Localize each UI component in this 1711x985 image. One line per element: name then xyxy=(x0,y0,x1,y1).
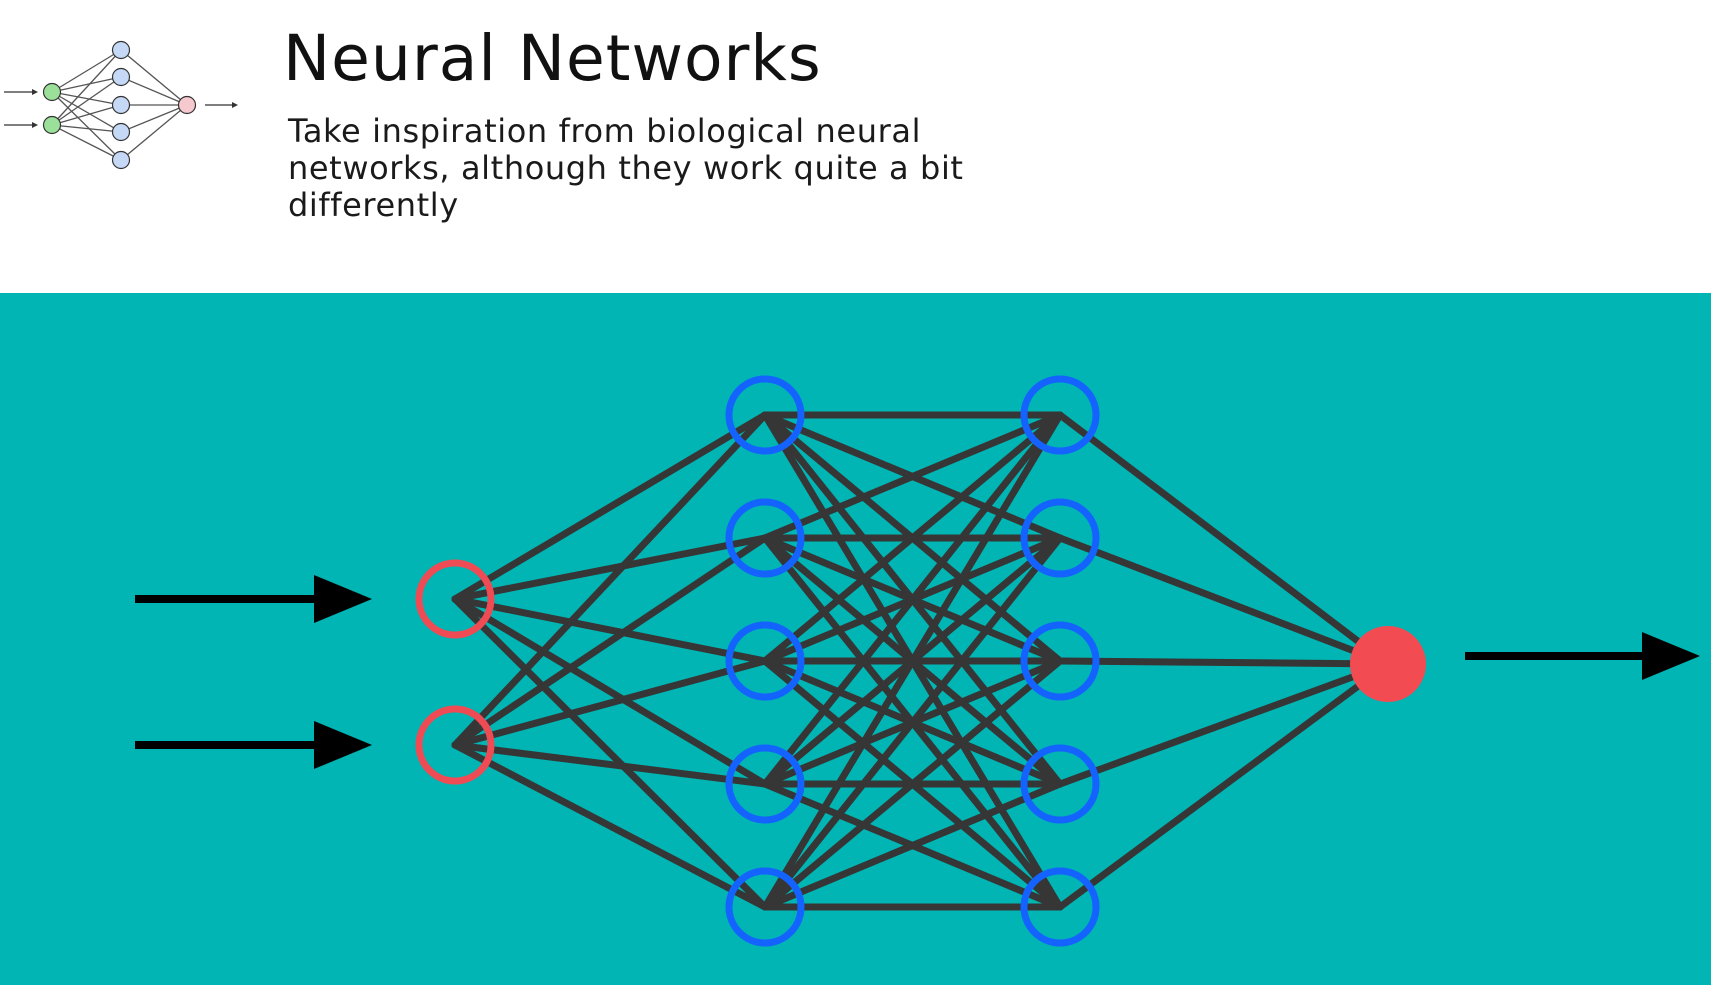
page-title: Neural Networks xyxy=(283,22,822,95)
arrows xyxy=(135,575,1700,769)
hidden-layer-1-node xyxy=(725,744,805,824)
connection-line xyxy=(761,534,1064,911)
hidden-layer-1-node xyxy=(725,375,805,455)
hidden-layer-2-node xyxy=(1020,375,1100,455)
connection-line xyxy=(1056,411,1392,668)
connection-line xyxy=(1056,657,1392,668)
connection-line xyxy=(761,411,1064,542)
hidden-layer-2-node xyxy=(1020,867,1100,947)
logo-connections xyxy=(4,49,238,161)
neurons xyxy=(415,375,1426,947)
connections xyxy=(451,411,1392,911)
neural-network-icon xyxy=(0,34,250,184)
input-layer-node xyxy=(415,559,495,639)
connection-line xyxy=(451,741,769,788)
connection-line xyxy=(451,741,769,911)
connection-line xyxy=(1056,660,1392,911)
connection-line xyxy=(451,595,769,665)
hidden-layer-2-node xyxy=(1020,498,1100,578)
output-layer-node xyxy=(1350,626,1426,702)
output-arrow xyxy=(1465,632,1700,680)
connection-line xyxy=(451,595,769,911)
logo-neurons xyxy=(42,40,197,170)
neural-network-diagram xyxy=(0,293,1711,985)
connection-line xyxy=(761,411,1064,665)
input-layer-node xyxy=(415,705,495,785)
hidden-layer-1-node xyxy=(725,867,805,947)
connection-line xyxy=(451,657,769,749)
hidden-layer-2-node xyxy=(1020,744,1100,824)
page-subtitle: Take inspiration from biological neural … xyxy=(288,112,964,224)
connection-line xyxy=(1056,660,1392,788)
connection-line xyxy=(761,780,1064,911)
connection-line xyxy=(451,534,769,749)
connection-line xyxy=(1056,534,1392,668)
connection-line xyxy=(761,411,1064,911)
connection-line xyxy=(761,411,1064,788)
diagram-panel xyxy=(0,293,1711,985)
input-arrow xyxy=(135,575,372,623)
connection-line xyxy=(451,595,769,788)
hidden-layer-1-node xyxy=(725,621,805,701)
connection-line xyxy=(451,411,769,603)
connection-line xyxy=(761,657,1064,911)
hidden-layer-2-node xyxy=(1020,621,1100,701)
diagram-background xyxy=(0,293,1711,985)
header: Neural Networks Take inspiration from bi… xyxy=(0,0,1711,293)
hidden-layer-1-node xyxy=(725,498,805,578)
connection-line xyxy=(451,411,769,749)
input-arrow xyxy=(135,721,372,769)
connection-line xyxy=(451,534,769,603)
